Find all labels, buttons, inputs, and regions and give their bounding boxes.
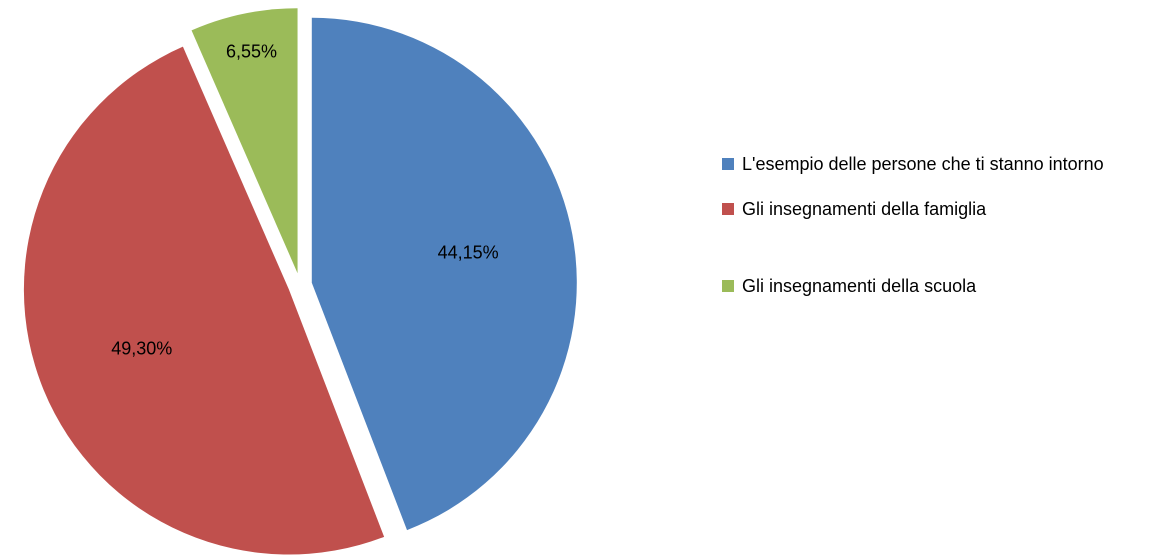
data-label: 6,55% bbox=[226, 42, 277, 62]
data-label: 49,30% bbox=[111, 339, 172, 359]
legend-swatch bbox=[722, 158, 734, 170]
legend-label: Gli insegnamenti della famiglia bbox=[742, 199, 987, 219]
data-label: 44,15% bbox=[438, 242, 499, 262]
pie-slice bbox=[311, 17, 577, 531]
legend-item: L'esempio delle persone che ti stanno in… bbox=[722, 152, 1142, 176]
pie-slice bbox=[23, 46, 385, 555]
pie-slice bbox=[191, 8, 298, 274]
legend-swatch bbox=[722, 280, 734, 292]
legend-label: Gli insegnamenti della scuola bbox=[742, 276, 977, 296]
legend-item: Gli insegnamenti della scuola bbox=[722, 274, 1142, 298]
legend-label: L'esempio delle persone che ti stanno in… bbox=[742, 154, 1104, 174]
pie-area: 44,15% 49,30% 6,55% bbox=[23, 8, 577, 555]
legend-swatch bbox=[722, 203, 734, 215]
legend-item: Gli insegnamenti della famiglia bbox=[722, 197, 1142, 221]
